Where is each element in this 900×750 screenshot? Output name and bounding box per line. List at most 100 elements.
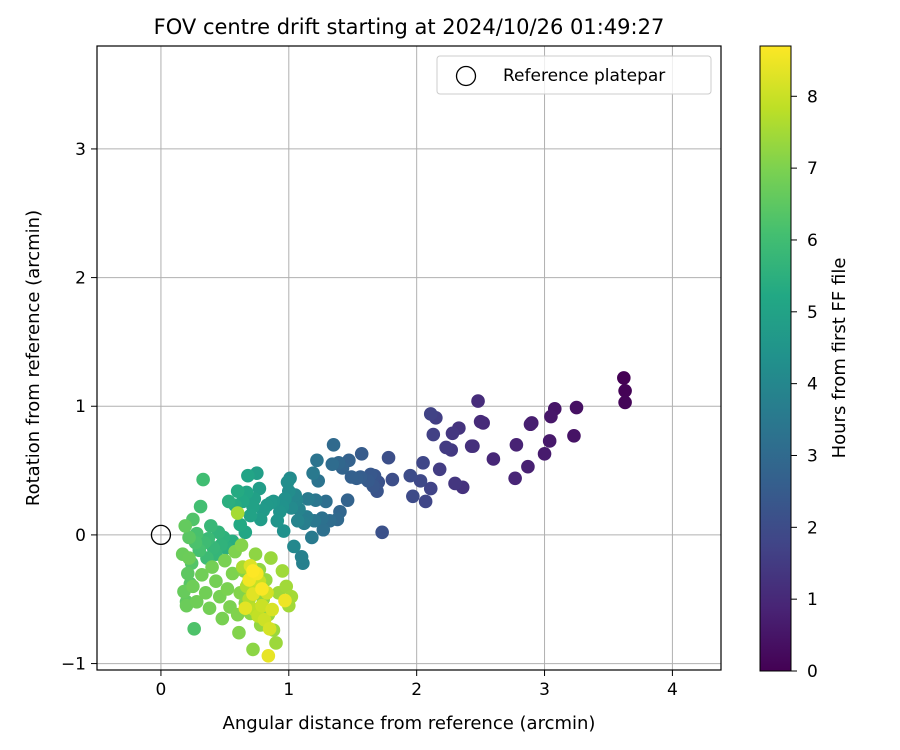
scatter-point	[471, 394, 485, 408]
scatter-point	[193, 499, 208, 514]
scatter-point	[385, 472, 400, 487]
scatter-point	[445, 426, 460, 441]
y-axis-ticks: −1 0 1 2 3	[61, 140, 97, 675]
scatter-points	[175, 371, 632, 663]
legend-box	[436, 55, 712, 95]
scatter-point	[523, 417, 538, 432]
y-tick-label: 2	[75, 269, 86, 289]
scatter-point	[202, 601, 217, 616]
chart-title: FOV centre drift starting at 2024/10/26 …	[154, 15, 665, 39]
scatter-point	[180, 566, 195, 581]
scatter-point	[301, 492, 315, 506]
scatter-point	[423, 481, 438, 496]
scatter-point	[205, 560, 219, 574]
scatter-point	[178, 519, 193, 533]
scatter-point	[567, 429, 581, 443]
scatter-point	[234, 538, 249, 552]
colorbar-tick-label: 5	[807, 303, 818, 323]
scatter-point	[310, 453, 324, 468]
y-axis-label: Rotation from reference (arcmin)	[23, 210, 44, 506]
scatter-point	[187, 622, 201, 636]
scatter-point	[276, 524, 291, 538]
legend-marker-icon	[455, 65, 477, 87]
scatter-point	[280, 475, 295, 489]
scatter-point	[230, 484, 245, 498]
scatter-point	[423, 407, 438, 421]
scatter-point	[381, 450, 396, 465]
plot-frame	[96, 45, 722, 671]
x-axis-label: Angular distance from reference (arcmin)	[223, 713, 596, 734]
colorbar-tick-label: 6	[807, 231, 818, 251]
x-axis-ticks: 0 1 2 3 4	[156, 670, 678, 700]
scatter-point	[204, 519, 218, 533]
scatter-point	[618, 395, 632, 410]
colorbar-tick-label: 2	[807, 518, 818, 538]
scatter-point	[509, 438, 524, 452]
scatter-point	[233, 517, 248, 532]
colorbar-tick-label: 8	[807, 87, 818, 107]
scatter-point	[413, 474, 428, 488]
y-tick-label: 3	[75, 140, 86, 160]
x-tick-label: 1	[283, 680, 294, 700]
scatter-point	[264, 551, 278, 565]
y-tick-label: 1	[75, 397, 86, 417]
scatter-point	[270, 513, 285, 528]
colorbar-tick-label: 7	[807, 159, 818, 179]
scatter-point	[230, 506, 245, 520]
scatter-point	[278, 593, 292, 608]
scatter-point	[220, 582, 235, 596]
scatter-point	[255, 598, 269, 613]
scatter-point	[275, 564, 290, 578]
scatter-point	[617, 371, 631, 385]
legend: Reference platepar	[436, 55, 712, 95]
x-tick-label: 2	[411, 680, 422, 700]
scatter-point	[326, 438, 341, 452]
plot-area	[96, 45, 722, 671]
scatter-point	[262, 622, 277, 636]
scatter-point	[241, 468, 255, 483]
scatter-point	[537, 447, 552, 461]
scatter-point	[344, 470, 359, 484]
scatter-point	[439, 440, 453, 455]
scatter-point	[246, 564, 260, 578]
colorbar-gradient	[759, 45, 792, 672]
scatter-point	[325, 457, 340, 471]
scatter-point	[253, 512, 268, 527]
colorbar-tick-label: 4	[807, 375, 818, 395]
scatter-point	[287, 539, 301, 554]
colorbar-tick-label: 0	[807, 662, 818, 682]
scatter-point	[375, 525, 389, 540]
colorbar-ticks: 0 1 2 3 4 5 6 7 8	[791, 87, 818, 682]
scatter-point	[448, 476, 462, 491]
legend-entry-reference: Reference platepar	[503, 66, 665, 86]
scatter-point	[521, 459, 535, 474]
scatter-point	[486, 452, 501, 466]
colorbar-label: Hours from first FF file	[829, 258, 850, 459]
x-tick-label: 3	[539, 680, 550, 700]
scatter-point	[426, 427, 441, 442]
scatter-point	[432, 462, 447, 477]
scatter-point	[305, 530, 319, 545]
scatter-point	[186, 579, 200, 594]
scatter-point	[252, 481, 267, 496]
reference-platepar-marker	[150, 524, 172, 546]
scatter-point	[544, 409, 558, 424]
scatter-point	[232, 625, 246, 640]
scatter-point	[294, 549, 309, 564]
scatter-point	[198, 586, 213, 600]
scatter-point	[354, 447, 369, 461]
y-tick-label: −1	[61, 655, 86, 675]
scatter-point	[221, 494, 236, 509]
scatter-point	[261, 649, 276, 663]
x-tick-label: 4	[667, 680, 678, 700]
scatter-point	[195, 567, 209, 582]
scatter-point	[406, 489, 420, 504]
scatter-point	[255, 582, 269, 596]
scatter-point	[265, 602, 279, 617]
scatter-point	[316, 522, 331, 537]
scatter-point	[618, 384, 632, 398]
colorbar: 0 1 2 3 4 5 6 7 8 Hours from first FF file	[759, 45, 850, 682]
scatter-point	[279, 579, 294, 594]
scatter-point	[508, 471, 522, 486]
